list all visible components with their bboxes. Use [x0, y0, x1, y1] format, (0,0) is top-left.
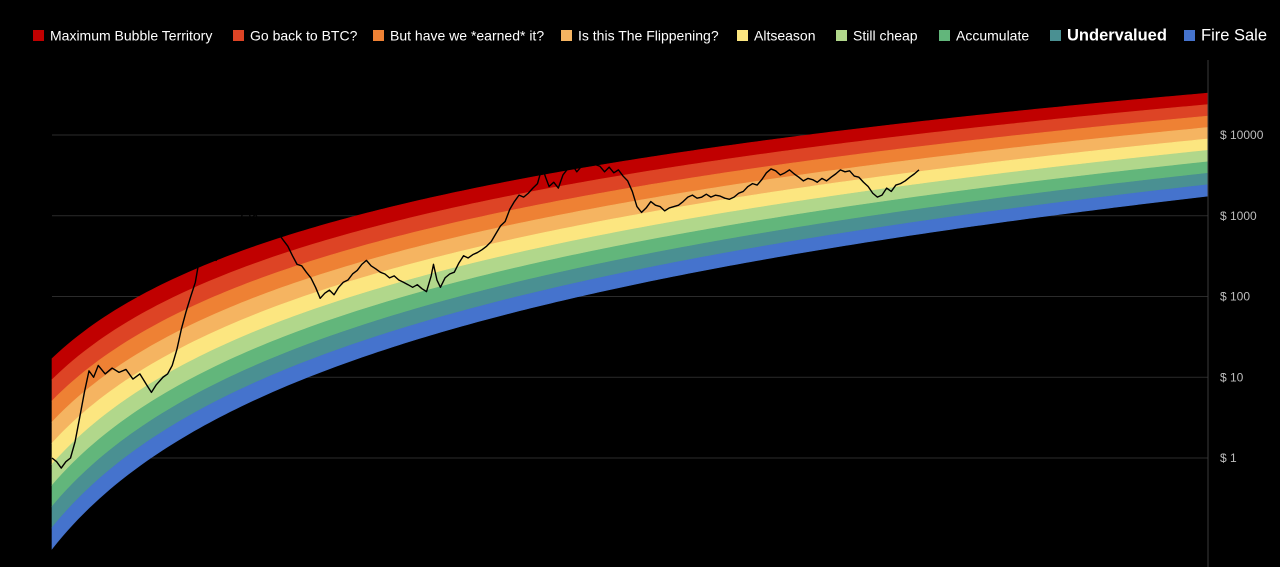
legend-label: Go back to BTC? — [250, 28, 358, 44]
legend-label: Is this The Flippening? — [578, 28, 719, 44]
legend-label: But have we *earned* it? — [390, 28, 544, 44]
legend-label: Undervalued — [1067, 27, 1167, 45]
legend-swatch — [373, 30, 384, 41]
legend-swatch — [836, 30, 847, 41]
legend-swatch — [1184, 30, 1195, 41]
y-tick-label: $ 100 — [1220, 290, 1250, 304]
y-tick-label: $ 10 — [1220, 370, 1244, 384]
legend-swatch — [561, 30, 572, 41]
price-line — [51, 160, 920, 469]
y-tick-label: $ 1000 — [1220, 209, 1257, 223]
y-tick-label: $ 10000 — [1220, 128, 1264, 142]
legend-label: Maximum Bubble Territory — [50, 28, 212, 44]
legend-swatch — [737, 30, 748, 41]
legend-label: Still cheap — [853, 28, 918, 44]
legend-label: Accumulate — [956, 28, 1029, 44]
legend: Maximum Bubble Territory Go back to BTC? B… — [33, 27, 1267, 45]
legend-swatch — [233, 30, 244, 41]
legend-label: Fire Sale — [1201, 27, 1267, 45]
price-series — [51, 160, 920, 469]
y-axis: $ 10000 $ 1000 $ 100 $ 10 $ 1 — [1207, 60, 1264, 567]
legend-label: Altseason — [754, 28, 815, 44]
legend-swatch — [1050, 30, 1061, 41]
y-tick-label: $ 1 — [1220, 451, 1237, 465]
legend-swatch — [33, 30, 44, 41]
legend-swatch — [939, 30, 950, 41]
